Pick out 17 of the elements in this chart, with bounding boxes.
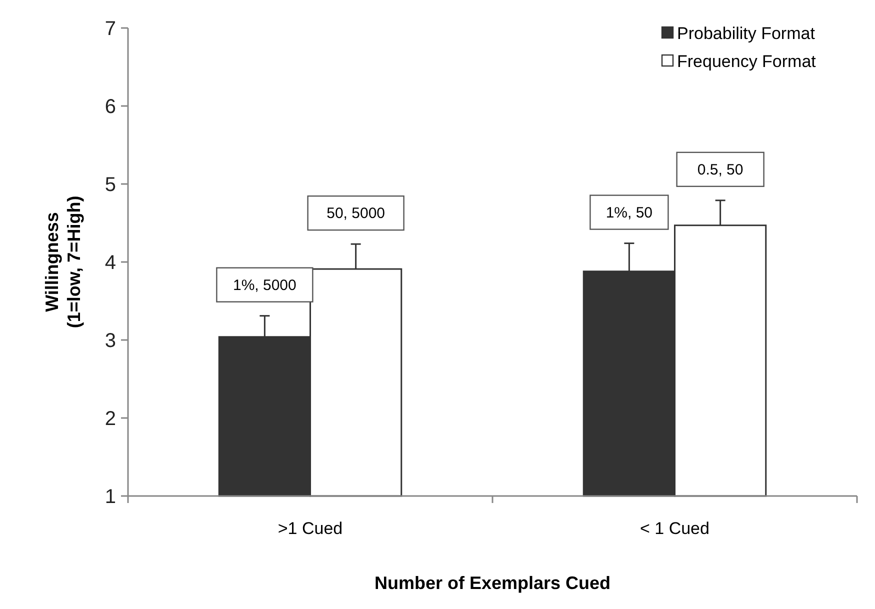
y-tick-label: 2 bbox=[104, 408, 116, 430]
legend-label: Frequency Format bbox=[677, 52, 816, 71]
y-axis-title: Willingness (1=low, 7=High) bbox=[42, 196, 84, 328]
y-tick-label: 6 bbox=[104, 96, 116, 118]
annotation: 1%, 5000 bbox=[232, 276, 296, 294]
annotation: 0.5, 50 bbox=[697, 161, 744, 178]
x-tick-label: < 1 Cued bbox=[640, 519, 710, 538]
x-tick-label: >1 Cued bbox=[278, 519, 343, 538]
legend-label: Probability Format bbox=[677, 24, 816, 43]
annotation: 1%, 50 bbox=[606, 204, 653, 222]
y-tick-label: 1 bbox=[104, 486, 116, 508]
x-axis-title: Number of Exemplars Cued bbox=[374, 573, 611, 593]
y-tick-label: 5 bbox=[104, 174, 116, 196]
y-tick-label: 3 bbox=[104, 330, 116, 352]
annotation: 50, 5000 bbox=[326, 205, 386, 222]
y-tick-label: 4 bbox=[104, 252, 116, 274]
y-tick-label: 7 bbox=[104, 18, 116, 40]
